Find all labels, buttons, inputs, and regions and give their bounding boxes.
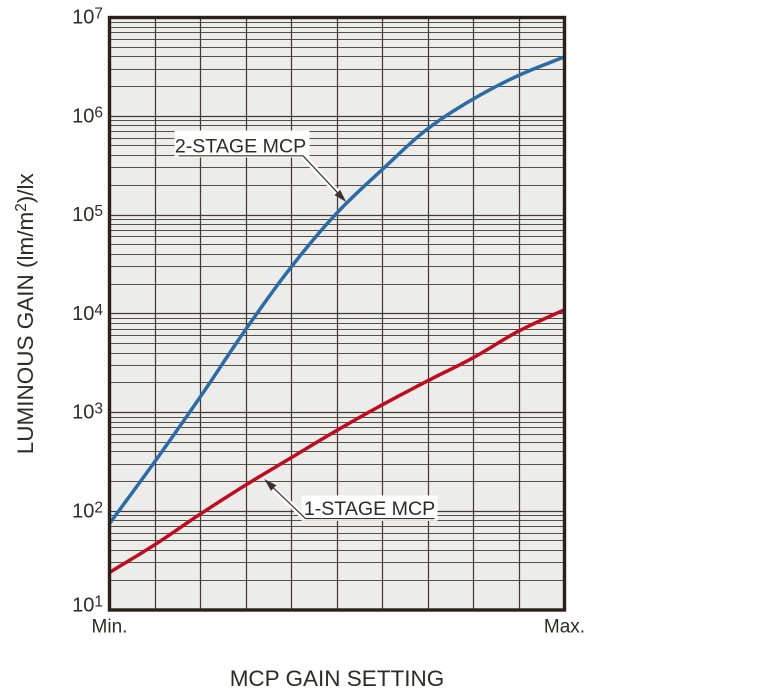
y-tick-label-10e3: 103: [72, 401, 103, 424]
callout-leader-2-stage-mcp: [302, 155, 339, 194]
callout-box-1-stage-mcp: [301, 495, 438, 521]
y-tick-label-10e6: 106: [72, 104, 103, 127]
callout-arrowhead-2-stage-mcp: [334, 189, 347, 202]
callout-arrowhead-1-stage-mcp: [264, 479, 277, 491]
x-axis-title: MCP GAIN SETTING: [230, 666, 445, 691]
y-tick-label-10e5: 105: [72, 203, 103, 226]
y-tick-label-10e4: 104: [72, 302, 103, 325]
callout-leader-1-stage-mcp: [273, 487, 306, 520]
x-tick-label-min: Min.: [92, 617, 128, 638]
x-tick-label-max: Max.: [544, 617, 585, 638]
y-tick-label-10e1: 101: [72, 594, 103, 617]
y-tick-label-10e7: 107: [72, 6, 103, 29]
series-curve-2-stage-mcp: [108, 55, 566, 525]
y-tick-label-10e2: 102: [72, 499, 103, 522]
plot-border: [107, 15, 567, 612]
callout-label-1-stage-mcp: 1-STAGE MCP: [304, 498, 435, 520]
y-axis-title: LUMINOUS GAIN (lm/m2)/lx: [13, 172, 38, 454]
callout-box-2-stage-mcp: [174, 130, 310, 158]
callout-label-2-stage-mcp: 2-STAGE MCP: [175, 136, 306, 158]
series-curve-1-stage-mcp: [108, 308, 566, 574]
